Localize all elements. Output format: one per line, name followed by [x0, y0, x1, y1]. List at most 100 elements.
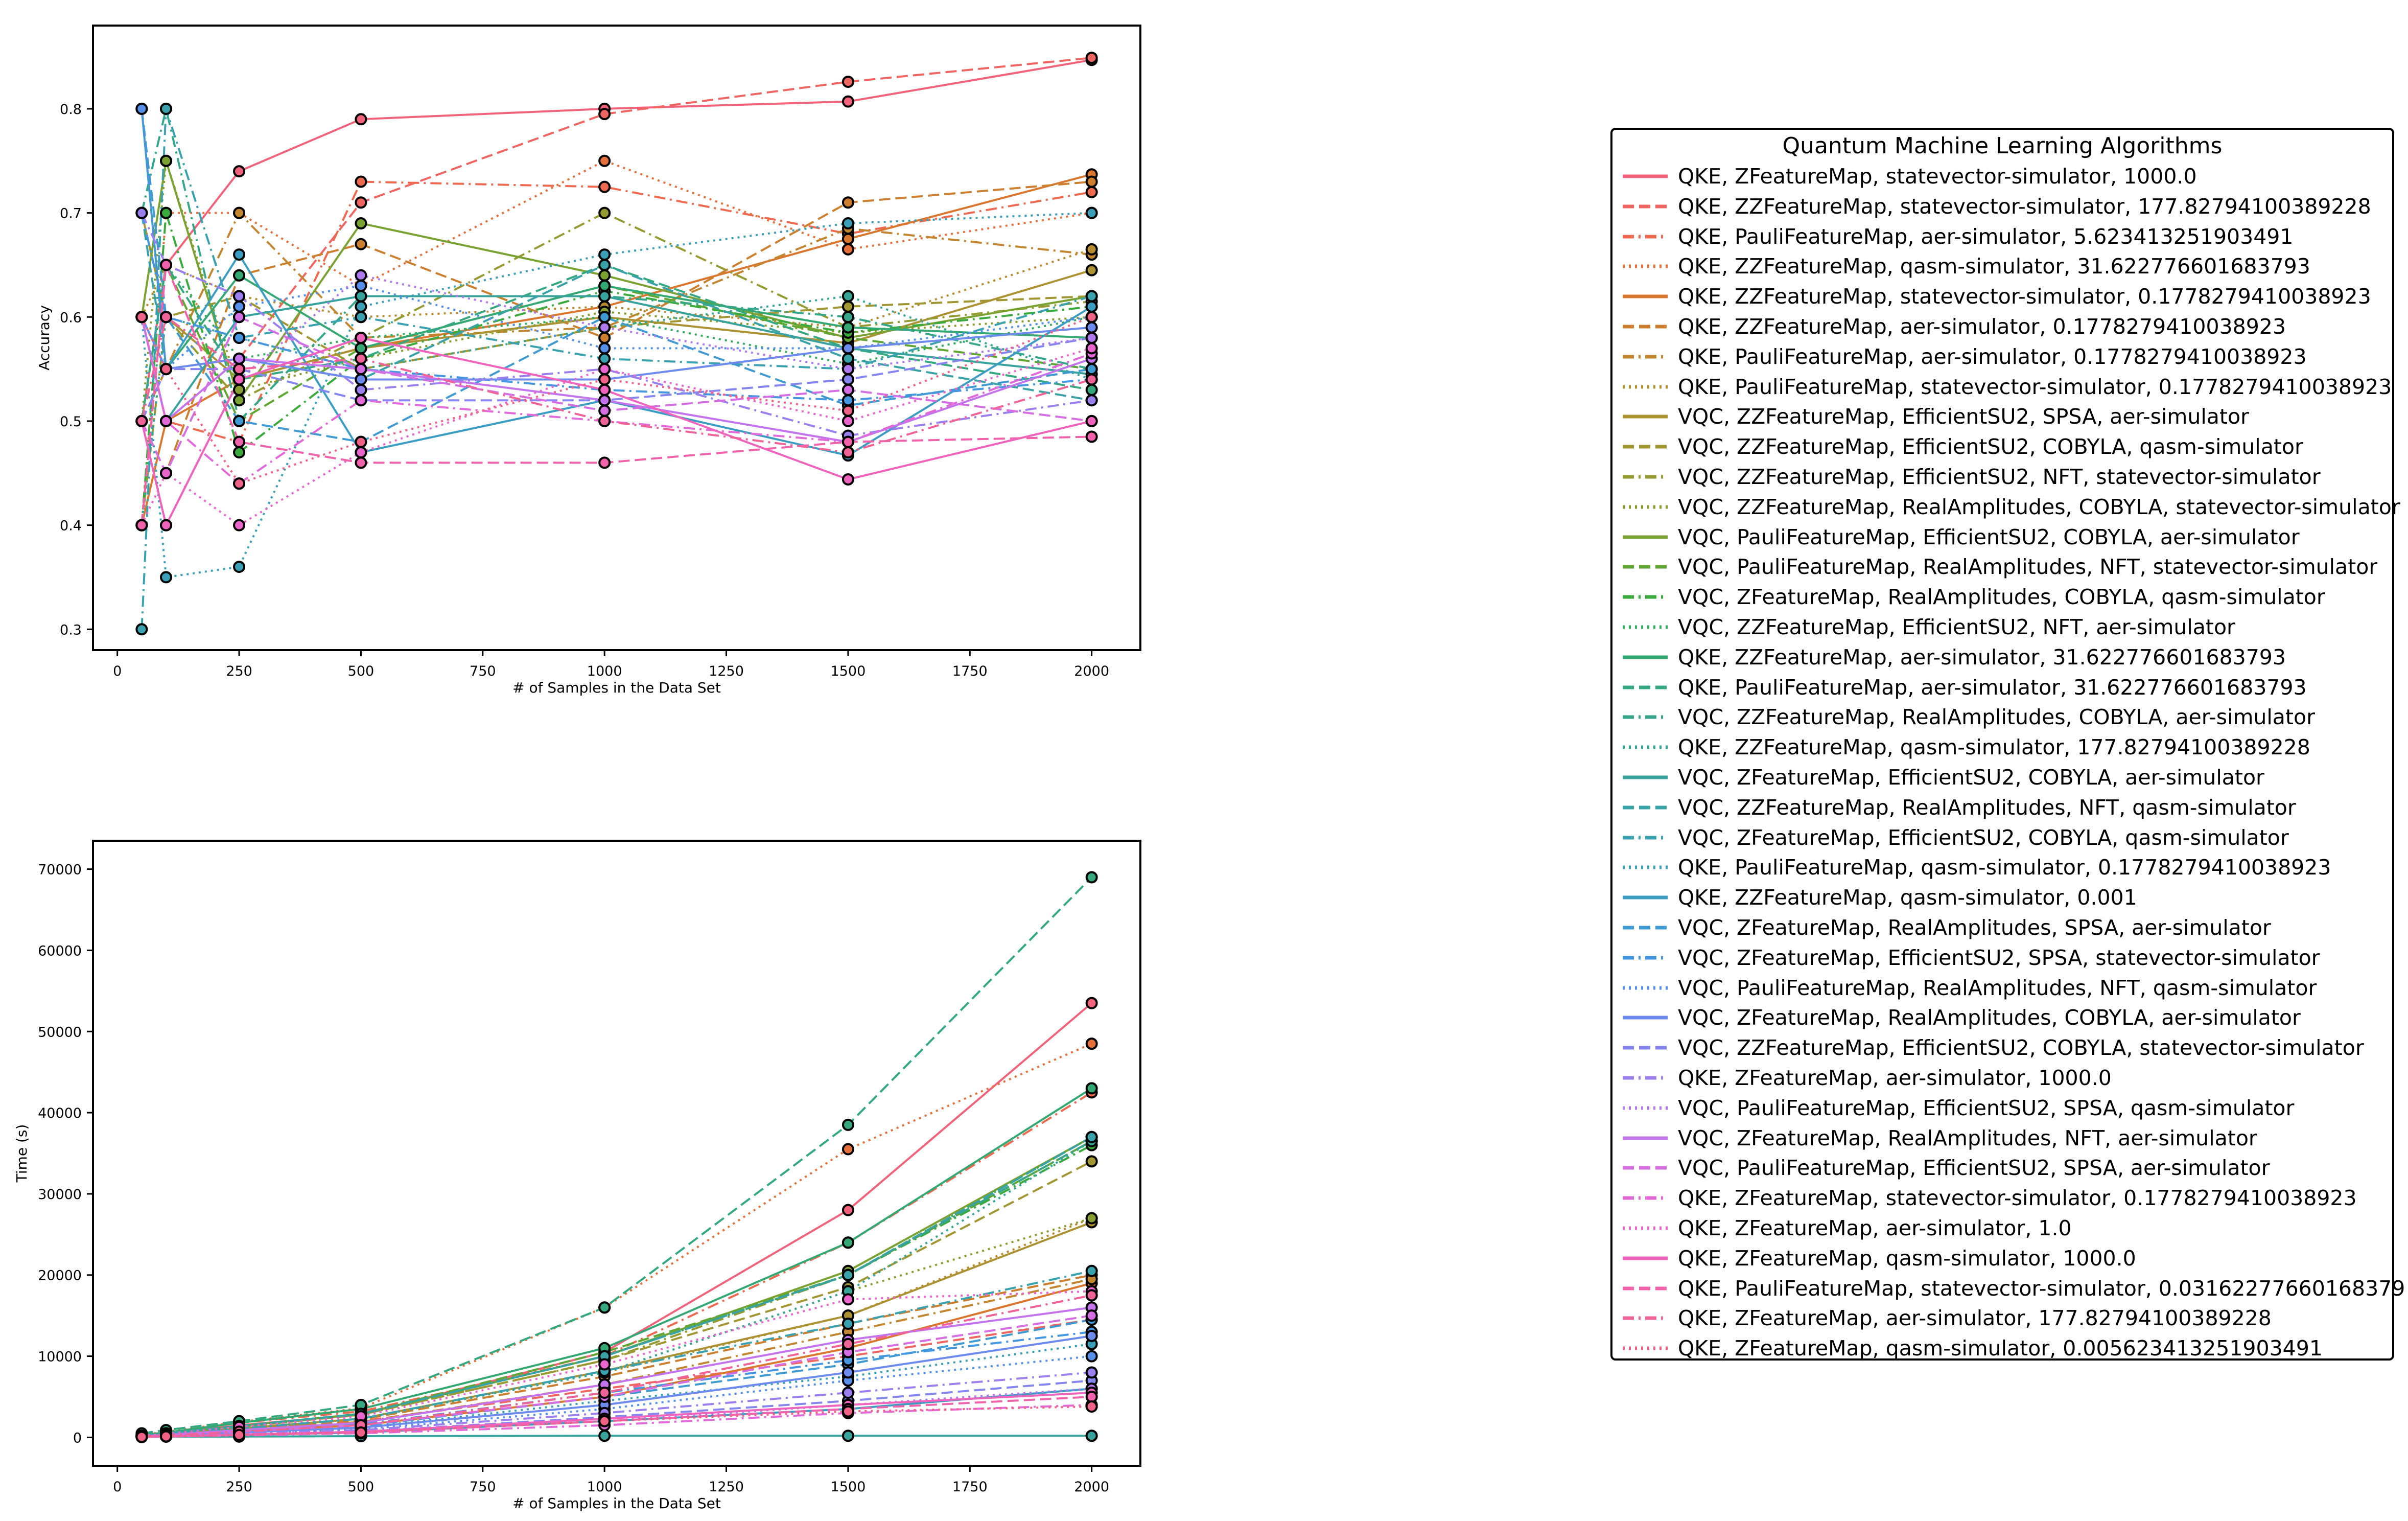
legend-entry-label: QKE, PauliFeatureMap, aer-simulator, 5.6…	[1678, 224, 2294, 249]
data-point	[1085, 1212, 1098, 1225]
x-tick-label: 0	[113, 663, 122, 679]
data-point	[233, 435, 246, 448]
x-tick-label: 750	[470, 1479, 496, 1495]
legend-line-swatch	[1623, 595, 1668, 599]
legend-entry-label: VQC, PauliFeatureMap, EfficientSU2, SPSA…	[1678, 1156, 2270, 1181]
y-axis-title: Accuracy	[36, 305, 53, 371]
data-point	[355, 113, 367, 126]
data-point	[841, 1143, 854, 1156]
data-point	[1085, 1082, 1098, 1095]
series-line-23	[141, 108, 1092, 630]
legend-line-swatch	[1623, 1076, 1668, 1080]
y-tick-label: 0.3	[60, 622, 82, 638]
data-point	[598, 352, 611, 365]
data-point	[598, 1301, 611, 1314]
legend-entry: QKE, PauliFeatureMap, statevector-simula…	[1612, 372, 2392, 402]
data-point	[841, 1338, 854, 1350]
legend-entry: QKE, PauliFeatureMap, qasm-simulator, 0.…	[1612, 852, 2392, 883]
data-point	[1085, 264, 1098, 276]
legend-entry-label: VQC, ZFeatureMap, RealAmplitudes, SPSA, …	[1678, 915, 2271, 940]
data-point	[1085, 175, 1098, 188]
data-point	[1085, 430, 1098, 443]
legend-line-swatch	[1623, 1316, 1668, 1320]
data-point	[160, 363, 173, 376]
legend-entry-label: QKE, PauliFeatureMap, qasm-simulator, 0.…	[1678, 855, 2331, 880]
data-point	[1085, 383, 1098, 396]
data-point	[1085, 1038, 1098, 1050]
legend-entry: QKE, ZZFeatureMap, qasm-simulator, 31.62…	[1612, 251, 2392, 282]
data-point	[1085, 1309, 1098, 1322]
series-line-40	[141, 316, 1092, 485]
legend-entry-label: QKE, ZFeatureMap, qasm-simulator, 0.0056…	[1678, 1336, 2323, 1361]
data-point	[355, 269, 367, 282]
data-point	[598, 269, 611, 282]
data-point	[355, 373, 367, 386]
data-point	[233, 561, 246, 573]
data-point	[1085, 311, 1098, 324]
data-point	[233, 373, 246, 386]
data-point	[135, 206, 148, 219]
legend-entry: QKE, ZZFeatureMap, qasm-simulator, 177.8…	[1612, 732, 2392, 763]
data-point	[233, 519, 246, 532]
plot-frame	[92, 840, 1141, 1467]
x-tick-label: 2000	[1074, 1479, 1109, 1495]
legend-entry: VQC, ZZFeatureMap, EfficientSU2, NFT, ae…	[1612, 612, 2392, 642]
legend-entry-label: VQC, ZZFeatureMap, EfficientSU2, NFT, ae…	[1678, 615, 2235, 639]
legend-line-swatch	[1623, 235, 1668, 239]
data-point	[355, 280, 367, 292]
legend-entry: QKE, ZFeatureMap, statevector-simulator,…	[1612, 1183, 2392, 1213]
legend-entry: QKE, ZFeatureMap, aer-simulator, 1.0	[1612, 1213, 2392, 1243]
x-tick-label: 1500	[831, 1479, 866, 1495]
data-point	[841, 394, 854, 407]
data-point	[598, 290, 611, 303]
data-point	[355, 196, 367, 209]
series-line-26	[141, 108, 1092, 443]
legend-entry: QKE, PauliFeatureMap, aer-simulator, 31.…	[1612, 673, 2392, 703]
legend-line-swatch	[1623, 204, 1668, 209]
legend-entry: QKE, ZZFeatureMap, aer-simulator, 31.622…	[1612, 642, 2392, 673]
legend-entry-label: QKE, ZFeatureMap, qasm-simulator, 1000.0	[1678, 1246, 2136, 1271]
data-point	[135, 414, 148, 427]
data-point	[598, 373, 611, 386]
data-point	[1085, 1289, 1098, 1302]
legend-line-swatch	[1623, 174, 1668, 178]
x-tick-label: 1750	[952, 663, 988, 679]
legend-entry-label: QKE, PauliFeatureMap, statevector-simula…	[1678, 374, 2392, 399]
y-tick-label: 40000	[38, 1105, 82, 1121]
data-point	[841, 311, 854, 324]
legend-entry-label: VQC, PauliFeatureMap, EfficientSU2, SPSA…	[1678, 1095, 2295, 1120]
legend-entry-label: QKE, ZZFeatureMap, qasm-simulator, 177.8…	[1678, 735, 2310, 760]
legend-entry-label: VQC, ZFeatureMap, RealAmplitudes, COBYLA…	[1678, 1005, 2301, 1030]
data-point	[1085, 373, 1098, 386]
data-point	[233, 394, 246, 407]
legend-entry: VQC, ZFeatureMap, RealAmplitudes, COBYLA…	[1612, 582, 2392, 612]
legend-line-swatch	[1623, 715, 1668, 719]
legend-entry-label: QKE, ZFeatureMap, aer-simulator, 177.827…	[1678, 1306, 2272, 1331]
legend-line-swatch	[1623, 1256, 1668, 1260]
legend-entry-label: VQC, PauliFeatureMap, RealAmplitudes, NF…	[1678, 975, 2317, 1000]
y-tick-label: 60000	[38, 943, 82, 959]
legend-entry: VQC, ZFeatureMap, RealAmplitudes, SPSA, …	[1612, 913, 2392, 943]
legend-line-swatch	[1623, 1046, 1668, 1050]
legend-line-swatch	[1623, 294, 1668, 298]
legend-entry-label: VQC, ZZFeatureMap, EfficientSU2, COBYLA,…	[1678, 1035, 2364, 1061]
legend-line-swatch	[1623, 1226, 1668, 1230]
legend-entry-label: QKE, PauliFeatureMap, aer-simulator, 0.1…	[1678, 344, 2307, 369]
data-point	[1085, 997, 1098, 1009]
y-tick-label: 0.8	[60, 102, 82, 118]
series-markers	[135, 871, 1098, 1443]
data-point	[160, 102, 173, 115]
data-point	[233, 269, 246, 282]
legend-line-swatch	[1623, 1286, 1668, 1290]
data-point	[598, 321, 611, 334]
data-point	[233, 352, 246, 365]
y-tick-label: 70000	[38, 862, 82, 878]
legend-line-swatch	[1623, 385, 1668, 389]
data-point	[841, 196, 854, 209]
x-axis-title: # of Samples in the Data Set	[512, 679, 721, 696]
data-point	[598, 1430, 611, 1442]
legend-entry: VQC, ZFeatureMap, RealAmplitudes, NFT, a…	[1612, 1123, 2392, 1154]
legend-line-swatch	[1623, 1346, 1668, 1350]
data-point	[598, 248, 611, 261]
data-point	[841, 1293, 854, 1306]
